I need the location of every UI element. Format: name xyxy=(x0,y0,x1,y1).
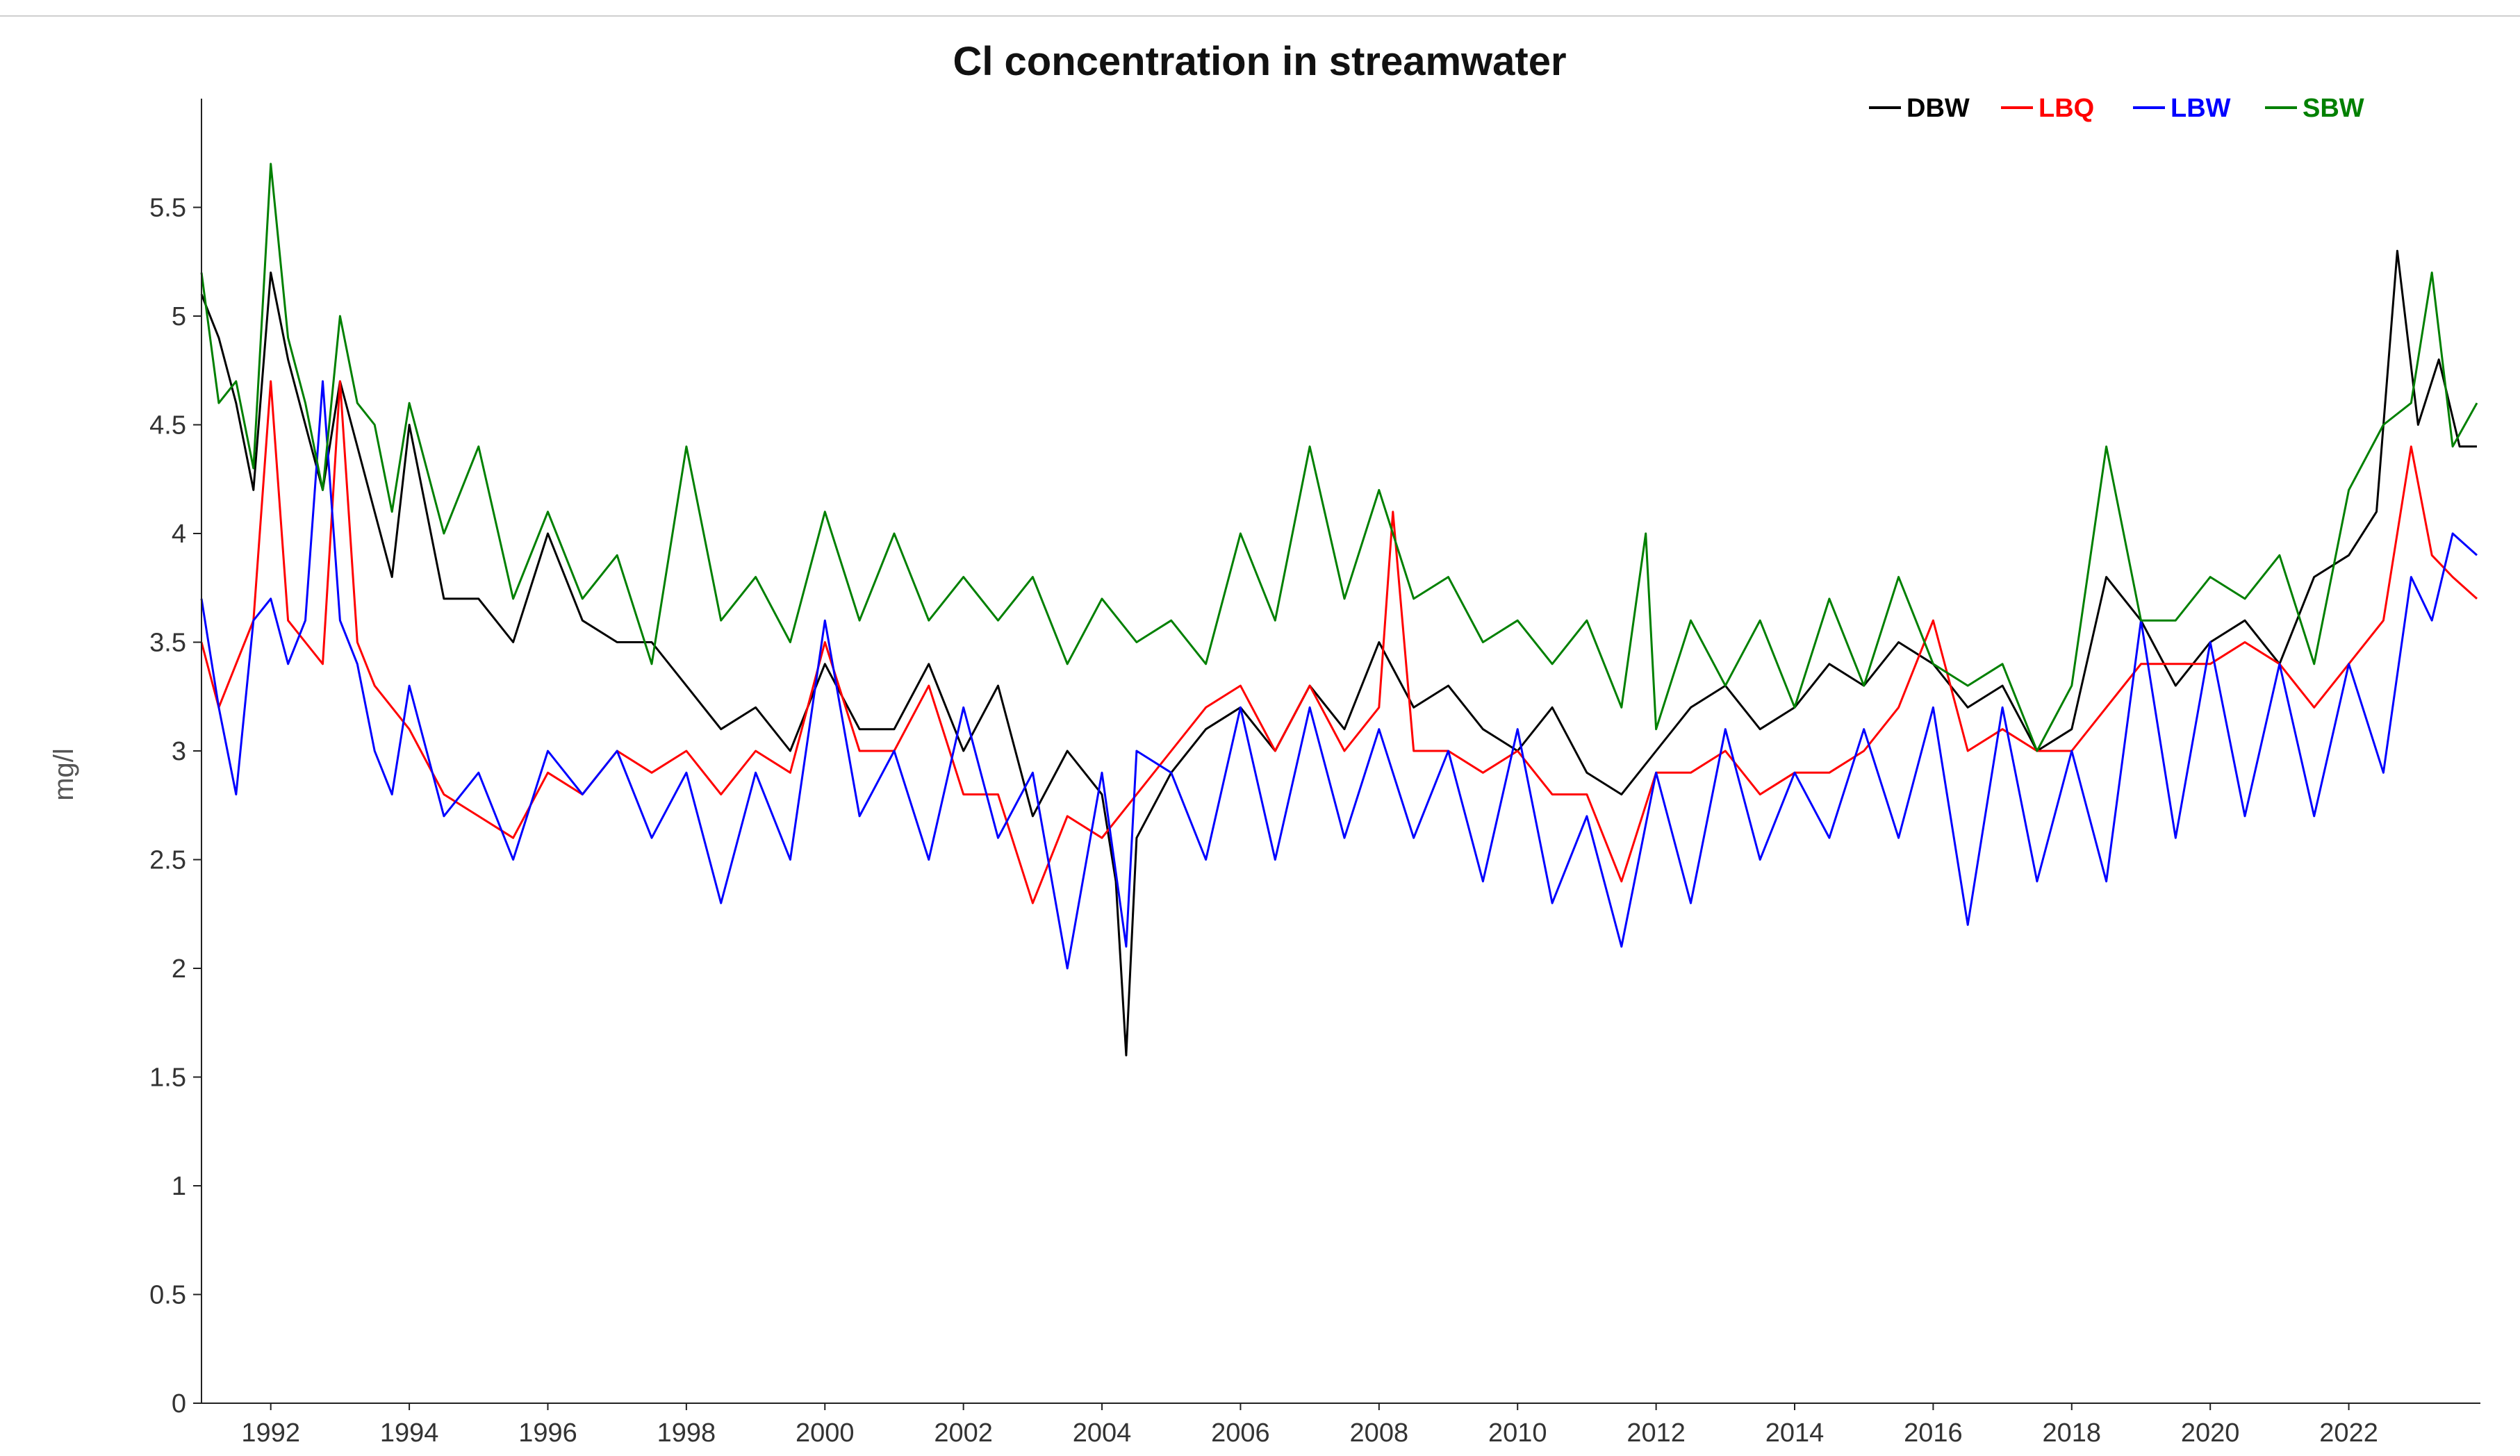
x-tick-label: 2010 xyxy=(1488,1418,1547,1448)
legend-label-dbw: DBW xyxy=(1907,94,1970,123)
x-tick-label: 2020 xyxy=(2181,1418,2240,1448)
x-tick-label: 1998 xyxy=(657,1418,716,1448)
legend-label-lbq: LBQ xyxy=(2039,94,2094,123)
y-tick-label: 2.5 xyxy=(149,846,186,875)
x-tick-label: 2006 xyxy=(1211,1418,1270,1448)
y-tick-label: 0.5 xyxy=(149,1281,186,1310)
y-tick-label: 1.5 xyxy=(149,1064,186,1093)
chart-title: Cl concentration in streamwater xyxy=(953,39,1566,84)
x-tick-label: 2000 xyxy=(796,1418,855,1448)
plot-area xyxy=(200,163,2478,1057)
y-axis-ticks: 0 0.5 1 1.5 2 2.5 3 3.5 4 4.5 5 5.5 xyxy=(149,194,201,1418)
x-tick-label: 1994 xyxy=(380,1418,439,1448)
y-tick-label: 3 xyxy=(172,737,186,766)
x-axis-ticks: 1992 1994 1996 1998 2000 2002 2004 2006 2008 2010… xyxy=(241,1403,2378,1448)
top-divider-line xyxy=(0,15,2520,17)
x-tick-label: 1996 xyxy=(518,1418,577,1448)
y-tick-label: 2 xyxy=(172,954,186,984)
y-tick-label: 4.5 xyxy=(149,411,186,440)
series-line-lbq xyxy=(200,380,2478,904)
x-tick-label: 2014 xyxy=(1765,1418,1825,1448)
x-tick-label: 2004 xyxy=(1073,1418,1132,1448)
y-tick-label: 0 xyxy=(172,1389,186,1418)
x-tick-label: 2018 xyxy=(2043,1418,2102,1448)
series-line-sbw xyxy=(200,163,2478,752)
y-tick-label: 4 xyxy=(172,520,186,549)
x-tick-label: 2022 xyxy=(2319,1418,2378,1448)
legend: DBW LBQ LBW SBW xyxy=(1869,94,2364,123)
x-tick-label: 1992 xyxy=(241,1418,300,1448)
y-axis-label: mg/l xyxy=(49,748,79,801)
y-tick-label: 3.5 xyxy=(149,629,186,658)
y-tick-label: 5 xyxy=(172,302,186,331)
legend-label-sbw: SBW xyxy=(2303,94,2364,123)
x-tick-label: 2008 xyxy=(1350,1418,1409,1448)
y-tick-label: 5.5 xyxy=(149,194,186,223)
legend-label-lbw: LBW xyxy=(2171,94,2231,123)
y-tick-label: 1 xyxy=(172,1172,186,1201)
x-tick-label: 2002 xyxy=(934,1418,993,1448)
series-line-lbw xyxy=(200,380,2478,970)
x-tick-label: 2012 xyxy=(1627,1418,1686,1448)
x-tick-label: 2016 xyxy=(1904,1418,1963,1448)
